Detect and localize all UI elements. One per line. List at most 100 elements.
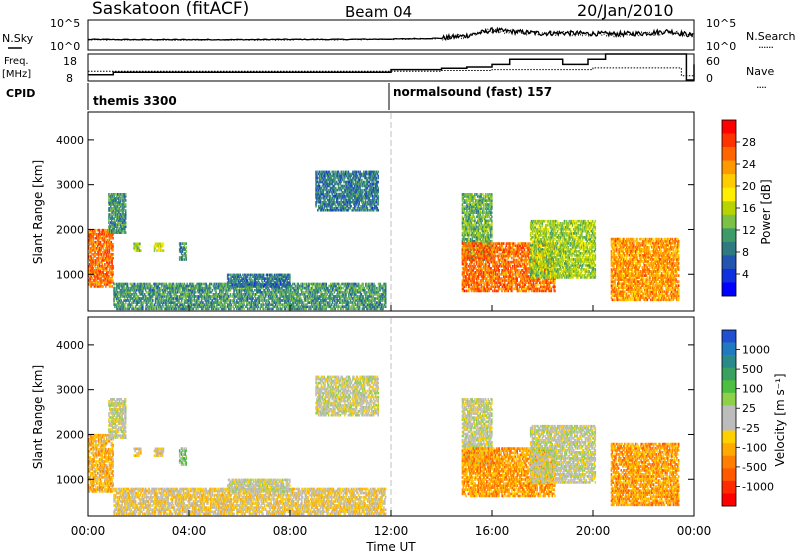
heatmap-cell: [304, 283, 306, 286]
freq-left-label-line1: Freq.: [4, 56, 29, 67]
heatmap-cell: [263, 308, 265, 311]
heatmap-cell: [330, 195, 332, 198]
heatmap-cell: [160, 245, 162, 248]
heatmap-cell: [361, 179, 363, 182]
heatmap-cell: [321, 197, 323, 200]
heatmap-cell: [163, 243, 165, 246]
heatmap-cell: [254, 289, 256, 292]
heatmap-cell: [140, 249, 142, 252]
beam-title: Beam 04: [345, 3, 412, 21]
heatmap-cell: [177, 295, 179, 298]
heatmap-cell: [146, 291, 148, 294]
heatmap-cell: [363, 295, 365, 298]
noise-panel: N.Sky 10^5 10^0 10^5 10^0 N.Search .....…: [2, 17, 796, 53]
heatmap-cell: [114, 193, 116, 196]
freq-series: [88, 54, 694, 80]
heatmap-cell: [125, 308, 127, 311]
heatmap-cell: [225, 283, 227, 286]
heatmap-cell: [95, 229, 97, 232]
heatmap-cell: [385, 283, 387, 286]
cpid-segment-1: themis 3300: [93, 94, 177, 108]
heatmap-cell: [252, 291, 254, 294]
heatmap-cell: [378, 209, 380, 212]
freq-left-tick-low: 8: [66, 72, 73, 85]
heatmap-cell: [333, 171, 335, 174]
heatmap-cell: [363, 283, 365, 286]
heatmap-cell: [186, 254, 188, 257]
freq-lines: [88, 54, 694, 80]
heatmap-cell: [367, 207, 369, 210]
heatmap-cell: [233, 308, 235, 311]
heatmap-cell: [193, 283, 195, 286]
heatmap-cell: [308, 283, 310, 286]
heatmap-cell: [267, 274, 269, 277]
heatmap-cell: [125, 209, 127, 212]
heatmap-cell: [112, 253, 114, 256]
heatmap-cell: [162, 245, 164, 248]
freq-right-tick-high: 60: [706, 55, 720, 68]
heatmap-cell: [112, 265, 114, 268]
freq-left-tick-high: 18: [63, 55, 77, 68]
heatmap-cell: [262, 281, 264, 284]
heatmap-cell: [211, 283, 213, 286]
heatmap-cell: [374, 285, 376, 288]
heatmap-cell: [230, 299, 232, 302]
heatmap-cell: [378, 187, 380, 190]
heatmap-cell: [278, 308, 280, 311]
heatmap-cell: [112, 271, 114, 274]
noise-right-legend-line: ......: [758, 38, 773, 51]
heatmap-cell: [230, 293, 232, 296]
heatmap-cell: [377, 287, 379, 290]
heatmap-cell: [212, 289, 214, 292]
freq-right-legend-line: ....: [756, 78, 766, 91]
freq-right-label: Nave: [746, 65, 774, 78]
heatmap-cell: [362, 189, 364, 192]
heatmap-cell: [243, 308, 245, 311]
noise-left-label: N.Sky: [2, 32, 34, 45]
cpid-strip: themis 3300 normalsound (fast) 157: [88, 83, 552, 110]
heatmap-cell: [334, 201, 336, 204]
freq-left-label-line2: [MHz]: [2, 69, 31, 80]
heatmap-cell: [350, 205, 352, 208]
heatmap-cell: [112, 243, 114, 246]
heatmap-cell: [250, 277, 252, 280]
heatmap-cell: [186, 250, 188, 253]
heatmap-cell: [380, 283, 382, 286]
date-title: 20/Jan/2010: [577, 1, 674, 20]
heatmap-cell: [186, 246, 188, 249]
heatmap-cell: [317, 177, 319, 180]
heatmap-cell: [154, 249, 156, 252]
power-cells: [88, 113, 680, 311]
noise-series-sky: [88, 28, 693, 40]
heatmap-cell: [348, 301, 350, 304]
heatmap-cell: [378, 195, 380, 198]
station-title: Saskatoon (fitACF): [92, 0, 249, 19]
heatmap-cell: [289, 274, 291, 277]
heatmap-cell: [228, 277, 230, 280]
heatmap-cell: [210, 287, 212, 290]
heatmap-cell: [180, 242, 182, 245]
heatmap-cell: [140, 283, 142, 286]
heatmap-cell: [295, 285, 297, 288]
rti-plot: Saskatoon (fitACF) Beam 04 20/Jan/2010 N…: [0, 0, 800, 554]
heatmap-cell: [192, 299, 194, 302]
heatmap-cell: [364, 289, 366, 292]
heatmap-cell: [263, 303, 265, 306]
heatmap-cell: [159, 283, 161, 286]
heatmap-cell: [376, 177, 378, 180]
noise-right-tick-high: 10^5: [706, 17, 736, 30]
heatmap-cell: [186, 242, 188, 245]
heatmap-cell: [378, 175, 380, 178]
noise-lines: [88, 28, 693, 41]
heatmap-cell: [125, 221, 127, 224]
heatmap-cell: [112, 279, 114, 282]
heatmap-cell: [326, 283, 328, 286]
heatmap-cell: [218, 308, 220, 311]
noise-left-tick-low: 10^0: [50, 40, 80, 53]
noise-right-tick-low: 10^0: [706, 40, 736, 53]
heatmap-cell: [125, 203, 127, 206]
heatmap-cell: [225, 305, 227, 308]
heatmap-cell: [99, 261, 101, 264]
heatmap-cell: [364, 181, 366, 184]
